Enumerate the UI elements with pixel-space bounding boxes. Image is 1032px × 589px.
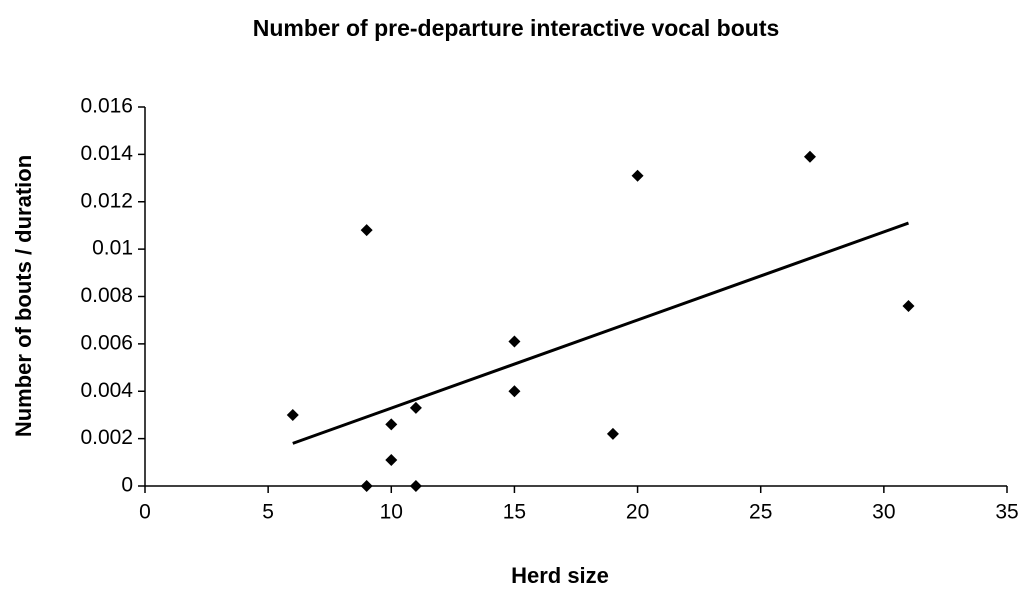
x-tick-label: 15	[503, 501, 526, 524]
point	[385, 418, 398, 431]
trendline	[292, 221, 909, 445]
point	[631, 169, 644, 182]
y-tick-label: 0.016	[80, 95, 133, 118]
point	[409, 480, 422, 492]
point	[409, 401, 422, 414]
y-tick-label: 0.002	[80, 426, 133, 449]
point	[286, 408, 299, 421]
y-tick-label: 0	[121, 474, 133, 497]
x-tick-label: 0	[139, 501, 151, 524]
x-axis-label: Herd size	[511, 563, 609, 588]
point	[360, 224, 373, 237]
point	[508, 385, 521, 398]
x-tick-label: 25	[749, 501, 772, 524]
point	[360, 480, 373, 492]
x-tick-label: 35	[995, 501, 1018, 524]
y-tick-label: 0.01	[92, 237, 133, 260]
x-tick-label: 30	[872, 501, 895, 524]
point	[606, 427, 619, 440]
y-tick-label: 0.014	[80, 142, 133, 165]
x-tick-label: 10	[380, 501, 403, 524]
x-tick-label: 20	[626, 501, 649, 524]
point	[803, 150, 816, 163]
y-tick-label: 0.004	[80, 379, 133, 402]
point	[508, 335, 521, 348]
point	[902, 299, 915, 312]
y-tick-label: 0.006	[80, 331, 133, 354]
y-tick-label: 0.008	[80, 284, 133, 307]
y-axis-label: Number of bouts / duration	[11, 155, 36, 437]
x-tick-label: 5	[262, 501, 274, 524]
chart-title: Number of pre-departure interactive voca…	[253, 15, 780, 41]
y-tick-label: 0.012	[80, 189, 133, 212]
point	[385, 453, 398, 466]
